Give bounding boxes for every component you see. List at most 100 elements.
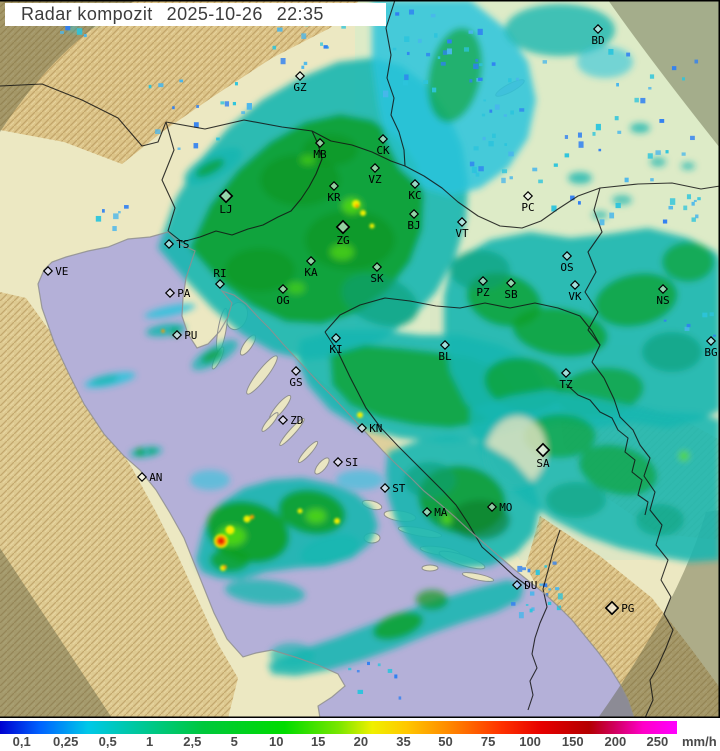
station-diamond-icon — [486, 501, 498, 513]
station-BD: BD — [591, 23, 605, 47]
station-diamond-icon — [369, 162, 381, 174]
station-label: BJ — [407, 219, 420, 232]
station-label: PA — [177, 287, 191, 300]
legend-tick: 15 — [310, 734, 326, 749]
intense-rain-cells — [161, 200, 375, 571]
station-LJ: LJ — [218, 188, 234, 216]
station-PU: PU — [171, 329, 197, 342]
station-label: SI — [345, 456, 358, 469]
station-BJ: BJ — [407, 208, 421, 232]
station-label: ST — [392, 482, 406, 495]
station-diamond-icon — [277, 283, 289, 295]
station-diamond-icon — [42, 265, 54, 277]
station-label: SB — [504, 288, 518, 301]
station-diamond-icon — [330, 332, 342, 344]
station-GZ: GZ — [293, 70, 307, 94]
station-MA: MA — [421, 506, 448, 519]
legend-color-scale — [0, 721, 677, 734]
legend-tick: 35 — [396, 734, 411, 749]
station-diamond-icon — [511, 579, 523, 591]
title-time: 22:35 — [276, 4, 324, 24]
station-TS: TS — [163, 238, 189, 251]
station-diamond-icon — [314, 137, 326, 149]
station-diamond-icon — [421, 506, 433, 518]
station-diamond-icon — [305, 255, 317, 267]
station-label: DU — [524, 579, 537, 592]
station-SA: SA — [535, 442, 551, 470]
station-SI: SI — [332, 456, 358, 469]
legend-tick: 10 — [268, 734, 284, 749]
station-RI: RI — [213, 267, 227, 290]
station-label: BG — [704, 346, 717, 359]
station-ST: ST — [379, 482, 406, 495]
station-diamond-icon — [604, 600, 620, 616]
station-diamond-icon — [356, 422, 368, 434]
station-label: VK — [568, 290, 582, 303]
country-borders — [0, 0, 720, 718]
station-label: VE — [55, 265, 68, 278]
station-PZ: PZ — [476, 275, 490, 299]
station-diamond-icon — [290, 365, 302, 377]
station-label: PU — [184, 329, 197, 342]
station-label: AN — [149, 471, 162, 484]
radar-map-area: GZ BD MB CK VZ KR KC PC LJ BJ VT ZG TS OS KA SK VE RI OG PZ… — [0, 0, 720, 718]
station-KN: KN — [356, 422, 382, 435]
station-CK: CK — [376, 133, 390, 157]
title-date: 2025-10-26 — [166, 4, 263, 24]
legend-tick-labels: 0,1 0,25 0,5 1 2,5 5 10 15 20 35 50 75 100 150 200 250 — [0, 734, 677, 751]
station-diamond-icon — [277, 414, 289, 426]
station-label: KN — [369, 422, 382, 435]
station-GS: GS — [289, 365, 303, 389]
station-diamond-icon — [439, 339, 451, 351]
light-rain-speckles — [60, 9, 716, 700]
legend-tick: 150 — [561, 734, 584, 749]
station-PC: PC — [521, 190, 535, 214]
station-label: KC — [408, 189, 421, 202]
legend-tick: 2,5 — [183, 734, 202, 749]
station-diamond-icon — [560, 367, 572, 379]
station-diamond-icon — [456, 216, 468, 228]
station-TZ: TZ — [559, 367, 573, 391]
legend-tick: 1 — [145, 734, 154, 749]
station-label: PZ — [476, 286, 490, 299]
station-label: PC — [521, 201, 534, 214]
station-diamond-icon — [294, 70, 306, 82]
legend-tick: 0,5 — [98, 734, 117, 749]
station-label: OS — [560, 261, 573, 274]
legend: 0,1 0,25 0,5 1 2,5 5 10 15 20 35 50 75 100 150 200 250 … — [0, 718, 720, 751]
legend-tick: 50 — [438, 734, 453, 749]
station-diamond-icon — [377, 133, 389, 145]
station-label: ZD — [290, 414, 303, 427]
station-label: MB — [313, 148, 327, 161]
station-diamond-icon — [328, 180, 340, 192]
station-ZG: ZG — [335, 219, 351, 247]
station-diamond-icon — [171, 329, 183, 341]
station-diamond-icon — [477, 275, 489, 287]
station-label: BL — [438, 350, 452, 363]
station-label: MA — [434, 506, 448, 519]
station-diamond-icon — [335, 219, 351, 235]
station-label: BD — [591, 34, 604, 47]
station-diamond-icon — [332, 456, 344, 468]
station-label: VZ — [368, 173, 382, 186]
station-label: ZG — [336, 234, 349, 247]
station-label: CK — [376, 144, 390, 157]
legend-tick: 200 — [604, 734, 627, 749]
station-label: RI — [213, 267, 226, 280]
station-KI: KI — [329, 332, 343, 356]
station-SK: SK — [370, 261, 384, 285]
station-label: KR — [327, 191, 341, 204]
station-diamond-icon — [409, 178, 421, 190]
station-diamond-icon — [535, 442, 551, 458]
station-VZ: VZ — [368, 162, 382, 186]
station-diamond-icon — [657, 283, 669, 295]
station-MO: MO — [486, 501, 512, 514]
station-label: KI — [329, 343, 342, 356]
station-diamond-icon — [136, 471, 148, 483]
station-label: OG — [276, 294, 289, 307]
station-ZD: ZD — [277, 414, 303, 427]
station-label: GS — [289, 376, 302, 389]
station-diamond-icon — [163, 238, 175, 250]
station-label: SA — [536, 457, 550, 470]
